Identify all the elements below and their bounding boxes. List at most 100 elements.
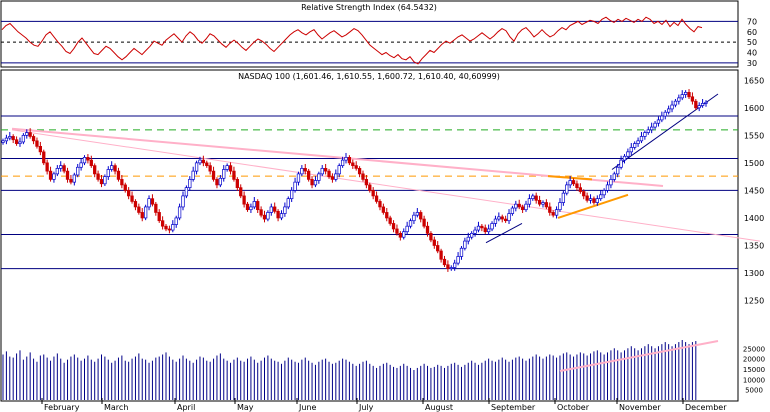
price-tick-label: 1450	[744, 186, 764, 195]
candle-body	[368, 184, 372, 191]
candle-body	[585, 195, 589, 201]
candle-body	[510, 207, 515, 214]
candle-body	[551, 212, 555, 216]
candle-body	[561, 192, 566, 203]
candle-body	[218, 177, 223, 186]
volume-trend-line	[559, 340, 719, 373]
candle-body	[225, 165, 229, 170]
candle-body	[164, 225, 168, 230]
candle-body	[52, 173, 56, 180]
price-tick-label: 1300	[744, 269, 764, 278]
candle-body	[503, 218, 508, 222]
month-label: July	[358, 403, 374, 412]
rsi-series	[1, 16, 703, 65]
candle-body	[364, 179, 369, 186]
candle-body	[378, 201, 382, 208]
volume-trend	[559, 340, 719, 373]
candle-body	[639, 136, 644, 142]
candle-body	[425, 225, 430, 234]
candle-body	[453, 262, 457, 268]
candle-body	[337, 165, 341, 175]
candle-body	[286, 198, 290, 208]
price-title: NASDAQ 100 (1,601.46, 1,610.55, 1,600.72…	[238, 72, 500, 81]
candle-body	[568, 180, 572, 186]
month-label: April	[177, 403, 195, 412]
candle-body	[463, 240, 467, 249]
candle-body	[130, 195, 134, 202]
candle-body	[140, 212, 144, 219]
candle-body	[25, 132, 29, 136]
candle-body	[106, 169, 110, 177]
candle-body	[531, 195, 535, 200]
candle-body	[249, 206, 253, 211]
candle-body	[123, 184, 127, 191]
candle-body	[578, 187, 582, 192]
candle-body	[154, 203, 158, 213]
volume-tick-label: 10000	[743, 376, 765, 384]
candle-body	[670, 104, 674, 110]
candle-body	[18, 141, 22, 144]
candle-body	[616, 166, 620, 175]
candle-body	[252, 201, 256, 208]
candle-body	[344, 157, 348, 161]
candle-body	[626, 151, 630, 157]
candle-body	[595, 198, 599, 203]
month-label: February	[44, 403, 80, 412]
candle-body	[110, 165, 114, 170]
candle-body	[619, 159, 623, 168]
volume-tick-label: 20000	[743, 356, 765, 364]
candle-body	[480, 225, 484, 229]
candle-body	[89, 159, 93, 166]
candle-body	[500, 216, 504, 220]
candle-body	[442, 258, 447, 266]
candle-body	[677, 97, 681, 102]
candle-body	[514, 203, 518, 209]
candle-body	[194, 162, 199, 172]
candle-body	[636, 140, 640, 144]
candle-body	[8, 136, 12, 139]
candle-body	[269, 206, 273, 213]
candle-body	[127, 190, 131, 197]
candle-body	[177, 206, 182, 219]
candle-body	[524, 203, 528, 211]
candle-body	[565, 184, 569, 194]
candle-body	[633, 143, 637, 148]
candle-body	[31, 136, 36, 142]
candle-body	[232, 170, 236, 180]
price-tick-label: 1500	[744, 159, 764, 168]
candle-body	[486, 228, 491, 233]
candle-body	[466, 236, 470, 242]
month-label: October	[557, 403, 590, 412]
candle-body	[687, 92, 691, 98]
rsi-tick-label: 50	[747, 38, 757, 47]
candle-body	[571, 180, 576, 185]
candle-body	[82, 157, 87, 164]
candle-body	[408, 220, 413, 227]
candle-body	[327, 170, 331, 177]
candle-body	[157, 212, 161, 222]
candle-body	[334, 173, 338, 180]
candle-body	[266, 212, 270, 220]
candle-body	[537, 199, 542, 205]
candle-body	[544, 202, 549, 208]
candle-body	[160, 220, 165, 227]
candle-body	[317, 173, 321, 181]
candle-body	[449, 267, 453, 269]
month-label: November	[619, 403, 661, 412]
candle-body	[276, 210, 280, 219]
candle-body	[48, 170, 53, 180]
candle-body	[65, 170, 70, 180]
rsi-title: Relative Strength Index (64.5432)	[301, 3, 437, 12]
price-trend-line-2	[485, 223, 523, 244]
rsi-tick-label: 40	[747, 49, 757, 58]
candle-body	[388, 217, 392, 224]
candle-body	[646, 129, 650, 133]
candle-body	[242, 195, 246, 205]
candle-body	[215, 179, 219, 186]
month-axis: February March April May June July August Septe…	[1, 398, 738, 412]
candle-body	[507, 213, 511, 222]
price-panel: NASDAQ 100 (1,601.46, 1,610.55, 1,600.72…	[0, 69, 765, 412]
candle-body	[371, 190, 375, 197]
candle-body	[357, 168, 362, 175]
